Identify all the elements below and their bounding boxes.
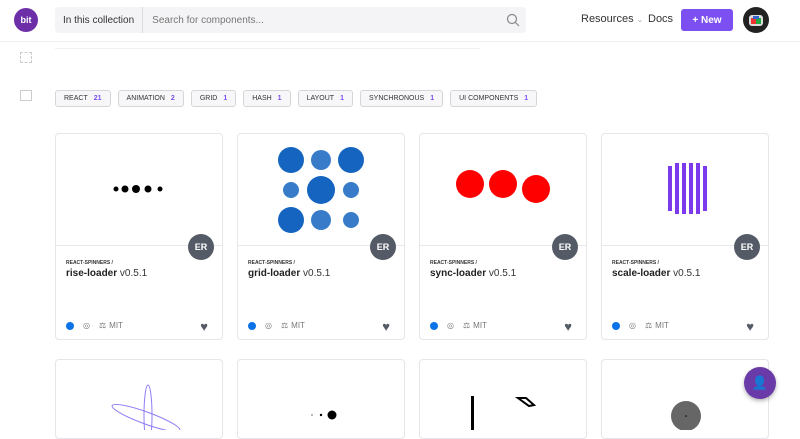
preview-image [671,401,701,431]
preview-image [278,147,364,233]
tag-count: 21 [93,95,102,102]
license-icon: ⚖ [280,321,289,330]
globe-icon: ◎ [447,321,454,330]
tag-label: LAYOUT [306,95,335,102]
owner-avatar[interactable]: ER [370,234,396,260]
bit-logo[interactable]: bit [14,8,38,32]
status-dot [248,321,256,330]
preview-image [471,396,537,436]
tag-filter[interactable]: LAYOUT 1 [297,90,353,107]
card-scope[interactable]: REACT-SPINNERS / [66,260,113,266]
license-icon: ⚖ [644,321,653,330]
component-name: scale-loader [612,268,671,279]
component-name: rise-loader [66,268,118,279]
component-card[interactable] [55,359,223,439]
resources-label: Resources [581,13,634,25]
card-title[interactable]: rise-loader v0.5.1 [66,268,147,279]
component-card[interactable]: ER REACT-SPINNERS / scale-loader v0.5.1 … [601,133,769,340]
card-title[interactable]: grid-loader v0.5.1 [248,268,330,279]
component-card[interactable]: ER REACT-SPINNERS / rise-loader v0.5.1 ◎… [55,133,223,340]
owner-avatar[interactable]: ER [552,234,578,260]
component-version: v0.5.1 [119,268,148,279]
preview-image [456,170,550,203]
license-label: MIT [109,321,123,330]
tag-filter[interactable]: HASH 1 [243,90,291,107]
status-dot [430,321,438,330]
heart-icon[interactable]: ♥ [200,319,208,334]
component-version: v0.5.1 [488,268,517,279]
heart-icon[interactable]: ♥ [564,319,572,334]
license-icon: ⚖ [462,321,471,330]
component-name: grid-loader [248,268,301,279]
tag-count: 1 [340,95,344,102]
tag-count: 1 [223,95,228,102]
component-card[interactable]: ER REACT-SPINNERS / grid-loader v0.5.1 ◎… [237,133,405,340]
status-dot [66,321,74,330]
preview-image [311,410,337,420]
user-avatar[interactable] [743,7,769,33]
status-dot [612,321,620,330]
chevron-down-icon: ⌄ [636,15,644,24]
resources-menu[interactable]: Resources ⌄ [581,13,643,25]
preview-image [111,384,181,439]
owner-avatar[interactable]: ER [188,234,214,260]
card-title[interactable]: scale-loader v0.5.1 [612,268,700,279]
component-name: sync-loader [430,268,487,279]
search-icon[interactable] [506,13,520,27]
card-scope[interactable]: REACT-SPINNERS / [430,260,477,266]
card-preview[interactable] [238,134,404,246]
search-bar: In this collection [55,7,526,33]
card-scope[interactable]: REACT-SPINNERS / [248,260,295,266]
component-card[interactable] [601,359,769,439]
tag-count: 1 [524,95,529,102]
tag-label: GRID [199,95,218,102]
search-input[interactable] [143,14,506,26]
card-scope[interactable]: REACT-SPINNERS / [612,260,659,266]
search-scope[interactable]: In this collection [55,7,144,33]
new-button[interactable]: + New [681,9,733,31]
tag-filter[interactable]: SYNCHRONOUS 1 [359,90,444,107]
archive-icon[interactable] [20,90,32,101]
owner-avatar[interactable]: ER [734,234,760,260]
card-preview[interactable] [56,134,222,246]
tag-filter[interactable]: GRID 1 [190,90,237,107]
tag-filters: REACT 21 ANIMATION 2 GRID 1 HASH 1 LAYOUT 1 SYNCHR… [55,90,538,107]
globe-icon: ◎ [83,321,90,330]
header-divider [0,41,800,42]
component-card[interactable] [237,359,405,439]
component-version: v0.5.1 [673,268,701,279]
tag-filter[interactable]: REACT 21 [55,90,111,107]
tag-label: REACT [64,95,88,102]
tag-label: HASH [252,95,272,102]
tag-count: 1 [430,95,435,102]
tag-filter[interactable]: UI COMPONENTS 1 [450,90,538,107]
tag-count: 2 [170,95,175,102]
divider [55,48,480,49]
card-preview[interactable] [602,134,768,246]
user-voice-icon: 👤 [751,375,769,390]
tag-count: 1 [277,95,282,102]
tag-label: ANIMATION [126,95,165,102]
preview-image [113,185,163,193]
component-card[interactable] [419,359,587,439]
component-version: v0.5.1 [303,268,331,279]
tag-filter[interactable]: ANIMATION 2 [117,90,184,107]
docs-link[interactable]: Docs [648,13,674,25]
license-label: MIT [473,321,487,330]
component-card[interactable]: ER REACT-SPINNERS / sync-loader v0.5.1 ◎… [419,133,587,340]
license-icon: ⚖ [98,321,107,330]
tag-label: SYNCHRONOUS [368,95,425,102]
globe-icon: ◎ [265,321,272,330]
heart-icon[interactable]: ♥ [382,319,390,334]
chat-support-button[interactable]: 👤 [744,367,776,399]
preview-image [668,163,707,214]
tag-label: UI COMPONENTS [459,95,519,102]
card-preview[interactable] [420,134,586,246]
components-icon[interactable] [20,52,32,63]
license-label: MIT [655,321,669,330]
card-title[interactable]: sync-loader v0.5.1 [430,268,516,279]
globe-icon: ◎ [629,321,636,330]
heart-icon[interactable]: ♥ [746,319,754,334]
license-label: MIT [291,321,305,330]
